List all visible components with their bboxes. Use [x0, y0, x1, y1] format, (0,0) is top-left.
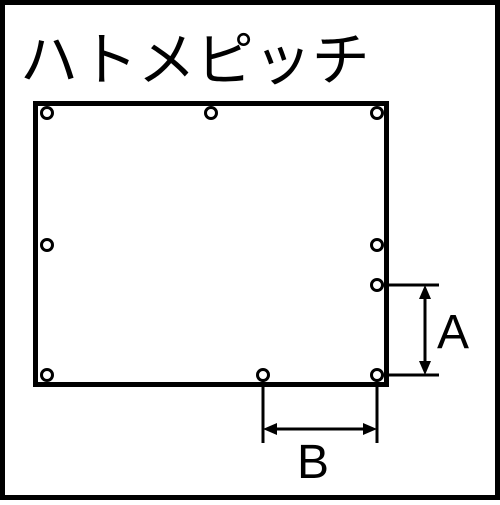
grommet [370, 368, 384, 382]
grommet [40, 106, 54, 120]
grommet [40, 368, 54, 382]
diagram-frame: ハトメピッチ A B [0, 0, 500, 500]
dimension-b-label: B [297, 435, 329, 490]
dimension-b [5, 5, 500, 505]
grommet [370, 106, 384, 120]
grommet [204, 106, 218, 120]
grommet [256, 368, 270, 382]
grommet [370, 278, 384, 292]
grommet [40, 238, 54, 252]
grommet [370, 238, 384, 252]
